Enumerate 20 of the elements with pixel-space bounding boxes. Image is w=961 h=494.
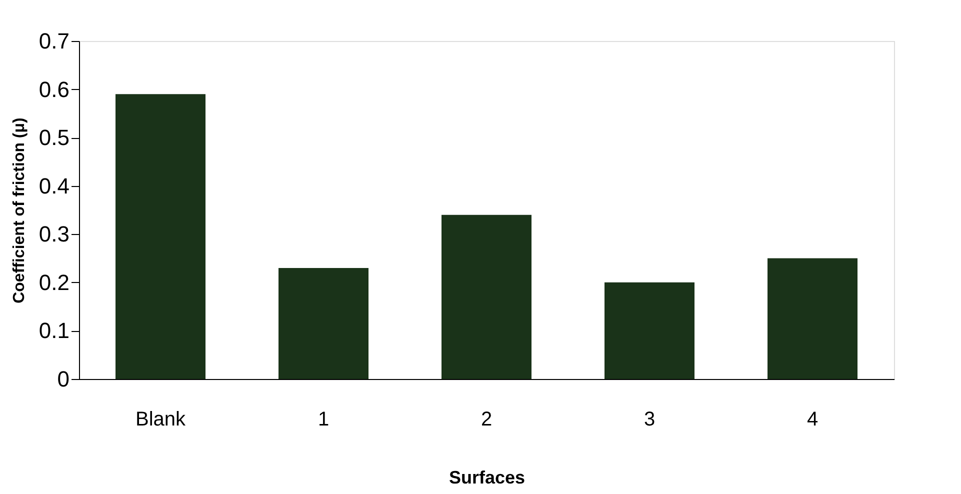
- bar: [116, 94, 206, 379]
- y-axis-title: Coefficient of friction (μ): [10, 118, 28, 304]
- y-tick-label: 0.3: [38, 222, 70, 247]
- x-tick-label: 4: [806, 408, 818, 430]
- y-tick-label: 0.4: [38, 173, 70, 198]
- x-tick-label: 3: [644, 408, 656, 430]
- bar: [442, 214, 532, 379]
- y-tick-label: 0.7: [38, 28, 70, 54]
- y-tick-label: 0.2: [38, 270, 70, 295]
- x-axis-title: Surfaces: [448, 468, 526, 488]
- bar: [278, 268, 368, 379]
- y-tick-label: 0.5: [38, 125, 70, 150]
- x-tick-label: Blank: [135, 408, 187, 430]
- bar: [604, 282, 694, 379]
- y-tick-label: 0: [57, 366, 70, 392]
- y-tick-label: 0.1: [38, 318, 70, 344]
- x-tick-label: 1: [318, 408, 330, 430]
- y-tick-label: 0.6: [38, 76, 70, 102]
- x-tick-label: 2: [480, 408, 492, 430]
- bar: [768, 258, 858, 379]
